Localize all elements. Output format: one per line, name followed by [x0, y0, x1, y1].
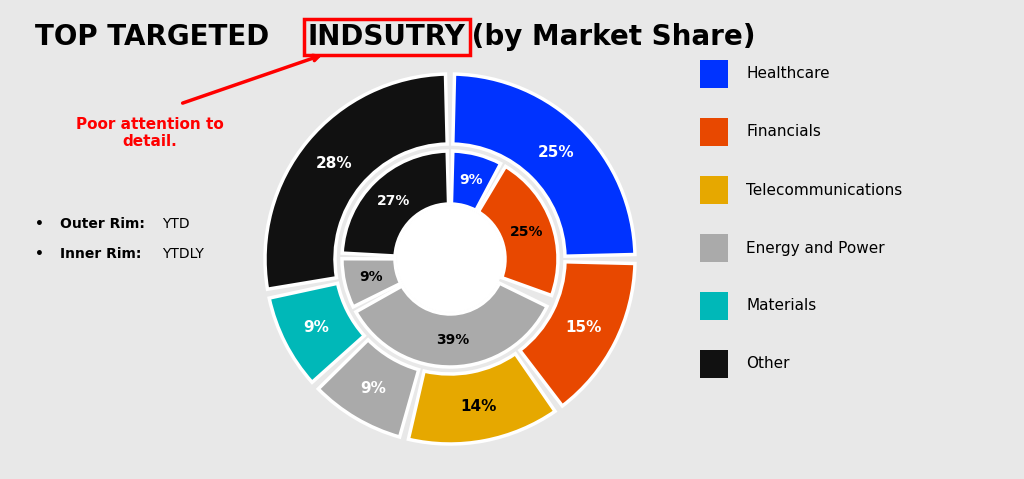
- Text: 14%: 14%: [460, 399, 497, 414]
- Text: 28%: 28%: [316, 156, 352, 171]
- Text: Outer Rim:: Outer Rim:: [60, 217, 144, 231]
- Text: Financials: Financials: [746, 125, 821, 139]
- Text: •: •: [35, 247, 49, 261]
- Text: Other: Other: [746, 356, 790, 372]
- Text: Poor attention to
detail.: Poor attention to detail.: [76, 117, 224, 149]
- Text: Inner Rim:: Inner Rim:: [60, 247, 141, 261]
- Bar: [700, 60, 728, 88]
- Text: •: •: [35, 217, 49, 231]
- Wedge shape: [409, 354, 555, 444]
- Text: 25%: 25%: [538, 146, 574, 160]
- Text: 9%: 9%: [360, 381, 387, 396]
- Wedge shape: [355, 283, 547, 367]
- Text: 9%: 9%: [459, 173, 482, 187]
- Wedge shape: [265, 74, 447, 289]
- Text: Healthcare: Healthcare: [746, 67, 829, 81]
- Bar: [700, 118, 728, 146]
- Text: 9%: 9%: [358, 271, 382, 285]
- Wedge shape: [342, 151, 449, 256]
- Text: 39%: 39%: [435, 333, 469, 347]
- Text: INDSUTRY: INDSUTRY: [308, 23, 466, 51]
- Wedge shape: [520, 262, 635, 406]
- Wedge shape: [318, 340, 419, 437]
- Text: 15%: 15%: [565, 319, 602, 335]
- Text: 25%: 25%: [510, 225, 544, 239]
- Text: Telecommunications: Telecommunications: [746, 182, 902, 197]
- Text: YTDLY: YTDLY: [162, 247, 204, 261]
- Wedge shape: [269, 283, 365, 382]
- Wedge shape: [453, 74, 635, 256]
- Bar: [700, 350, 728, 378]
- Wedge shape: [342, 259, 400, 307]
- Wedge shape: [452, 151, 501, 210]
- Text: Materials: Materials: [746, 298, 816, 313]
- Circle shape: [397, 206, 503, 312]
- Wedge shape: [478, 166, 558, 296]
- Bar: [700, 234, 728, 262]
- Text: 9%: 9%: [303, 319, 330, 335]
- Text: (by Market Share): (by Market Share): [462, 23, 756, 51]
- Text: 27%: 27%: [377, 194, 410, 207]
- Text: YTD: YTD: [162, 217, 189, 231]
- Text: TOP TARGETED: TOP TARGETED: [35, 23, 279, 51]
- Text: Energy and Power: Energy and Power: [746, 240, 885, 255]
- Bar: [700, 176, 728, 204]
- Bar: [700, 292, 728, 320]
